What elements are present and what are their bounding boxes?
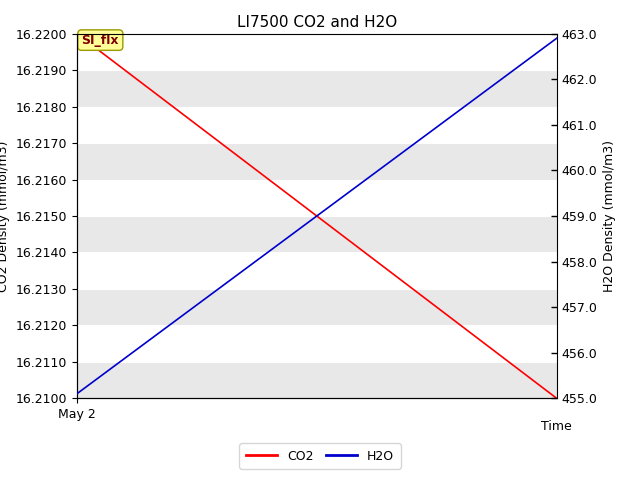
CO2 <box>73 31 81 36</box>
Bar <box>77 70 557 107</box>
CO2 <box>357 247 365 252</box>
Legend: CO2, H2O: CO2, H2O <box>239 444 401 469</box>
CO2 <box>367 254 374 260</box>
H2O <box>73 391 81 397</box>
H2O <box>358 179 366 185</box>
CO2 <box>477 338 485 344</box>
Bar <box>77 362 557 398</box>
Y-axis label: H2O Density (mmol/m3): H2O Density (mmol/m3) <box>603 140 616 292</box>
CO2 <box>553 396 561 401</box>
H2O <box>367 173 374 179</box>
CO2 <box>508 361 516 367</box>
Bar <box>77 289 557 325</box>
Text: SI_flx: SI_flx <box>82 34 119 47</box>
CO2 <box>75 32 83 38</box>
H2O <box>477 91 485 97</box>
Bar <box>77 143 557 180</box>
Line: CO2: CO2 <box>77 34 557 398</box>
H2O <box>75 390 83 396</box>
Line: H2O: H2O <box>77 38 557 394</box>
X-axis label: Time: Time <box>541 420 572 433</box>
Bar <box>77 216 557 252</box>
H2O <box>508 69 516 74</box>
H2O <box>553 36 561 41</box>
H2O <box>357 180 365 186</box>
CO2 <box>358 248 366 253</box>
Title: LI7500 CO2 and H2O: LI7500 CO2 and H2O <box>237 15 397 30</box>
Y-axis label: CO2 Density (mmol/m3): CO2 Density (mmol/m3) <box>0 140 10 292</box>
